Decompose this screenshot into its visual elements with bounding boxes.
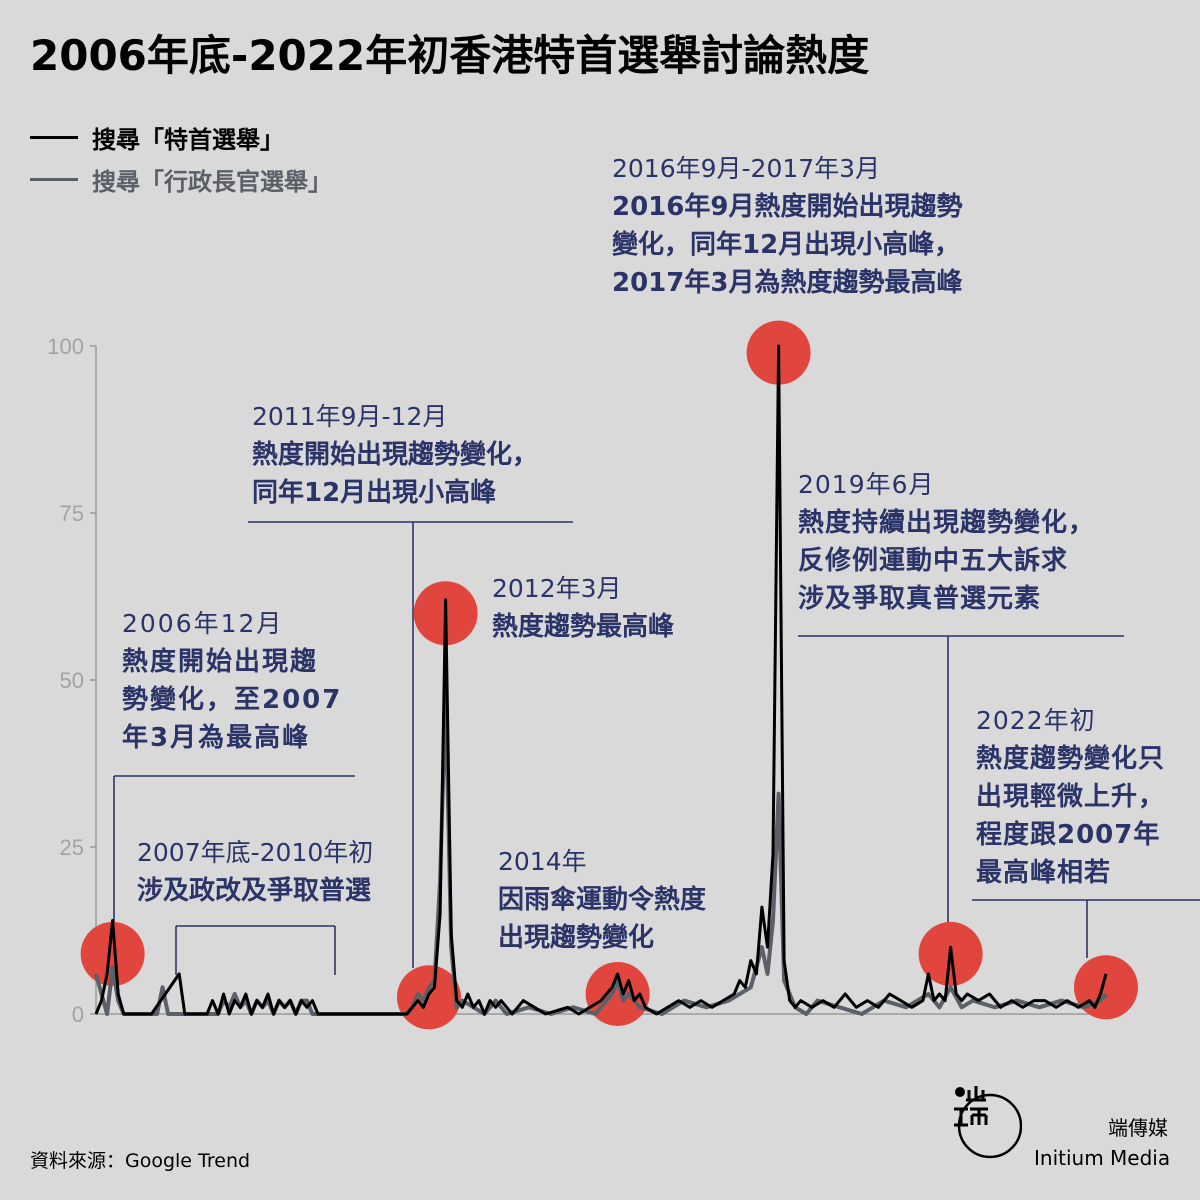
annotation-text: 涉及政改及爭取普選 (137, 876, 372, 906)
annotation-period: 2022年初 (976, 706, 1096, 735)
series-line-tebei (94, 344, 1108, 1016)
annotation-period: 2011年9月-12月 (252, 402, 448, 431)
page-title: 2006年底-2022年初香港特首選舉討論熱度 (30, 31, 870, 80)
annotation-period: 2007年底-2010年初 (137, 838, 374, 867)
annotation-text: 熱度開始出現趨勢變化， 同年12月出現小高峰 (252, 440, 539, 508)
highlight-circle (1074, 955, 1138, 1020)
annotation-2016-2017: 2016年9月-2017年3月 2016年9月熱度開始出現趨勢 變化，同年12月… (612, 150, 1032, 302)
annotation-connectors (113, 521, 1200, 975)
y-tick-label: 25 (60, 835, 84, 860)
annotation-period: 2006年12月 (122, 609, 284, 638)
brand-name-zh: 端傳媒 (1108, 1116, 1168, 1140)
legend-swatch-gray (30, 178, 78, 181)
annotation-text: 因雨傘運動令熱度 出現趨勢變化 (498, 885, 707, 953)
y-tick-label: 0 (72, 1002, 84, 1027)
annotation-text: 熱度開始出現趨 勢變化，至2007 年3月為最高峰 (122, 647, 343, 753)
annotation-period: 2012年3月 (492, 574, 622, 603)
annotation-2022: 2022年初 熱度趨勢變化只 出現輕微上升， 程度跟2007年 最高峰相若 (976, 702, 1196, 892)
y-axis: 0 25 50 75 100 (47, 334, 1106, 1027)
annotation-text: 2016年9月熱度開始出現趨勢 變化，同年12月出現小高峰， 2017年3月為熱… (612, 192, 963, 298)
annotation-period: 2014年 (498, 847, 587, 876)
annotation-2007-2010: 2007年底-2010年初 涉及政改及爭取普選 (137, 834, 417, 910)
annotation-2014: 2014年 因雨傘運動令熱度 出現趨勢變化 (498, 843, 758, 957)
annotation-text: 熱度趨勢變化只 出現輕微上升， 程度跟2007年 最高峰相若 (976, 744, 1166, 888)
series-lines (94, 344, 1108, 1016)
annotation-2012: 2012年3月 熱度趨勢最高峰 (492, 570, 752, 646)
annotation-text: 熱度趨勢最高峰 (492, 612, 675, 642)
source-note: 資料來源：Google Trend (30, 1150, 251, 1172)
y-tick-label: 100 (47, 334, 84, 359)
legend-label: 搜尋「特首選舉」 (92, 126, 284, 154)
initium-logo-icon (954, 1086, 1022, 1159)
y-tick-label: 75 (60, 501, 84, 526)
annotation-text: 熱度持續出現趨勢變化， 反修例運動中五大訴求 涉及爭取真普選元素 (798, 508, 1096, 614)
highlight-circle (80, 921, 145, 986)
legend-item-chief-executive: 搜尋「行政長官選舉」 (30, 162, 332, 197)
legend-item-tebei: 搜尋「特首選舉」 (30, 120, 284, 155)
highlight-circle (585, 961, 650, 1026)
y-tick-label: 50 (60, 668, 84, 693)
legend-swatch-black (30, 136, 78, 139)
annotation-2006: 2006年12月 熱度開始出現趨 勢變化，至2007 年3月為最高峰 (122, 605, 362, 757)
annotation-2019: 2019年6月 熱度持續出現趨勢變化， 反修例運動中五大訴求 涉及爭取真普選元素 (798, 466, 1148, 618)
annotation-period: 2019年6月 (798, 470, 935, 499)
legend-label: 搜尋「行政長官選舉」 (92, 168, 332, 196)
annotation-2011: 2011年9月-12月 熱度開始出現趨勢變化， 同年12月出現小高峰 (252, 398, 582, 512)
brand-name-en: Initium Media (1034, 1146, 1171, 1170)
annotation-period: 2016年9月-2017年3月 (612, 154, 881, 183)
